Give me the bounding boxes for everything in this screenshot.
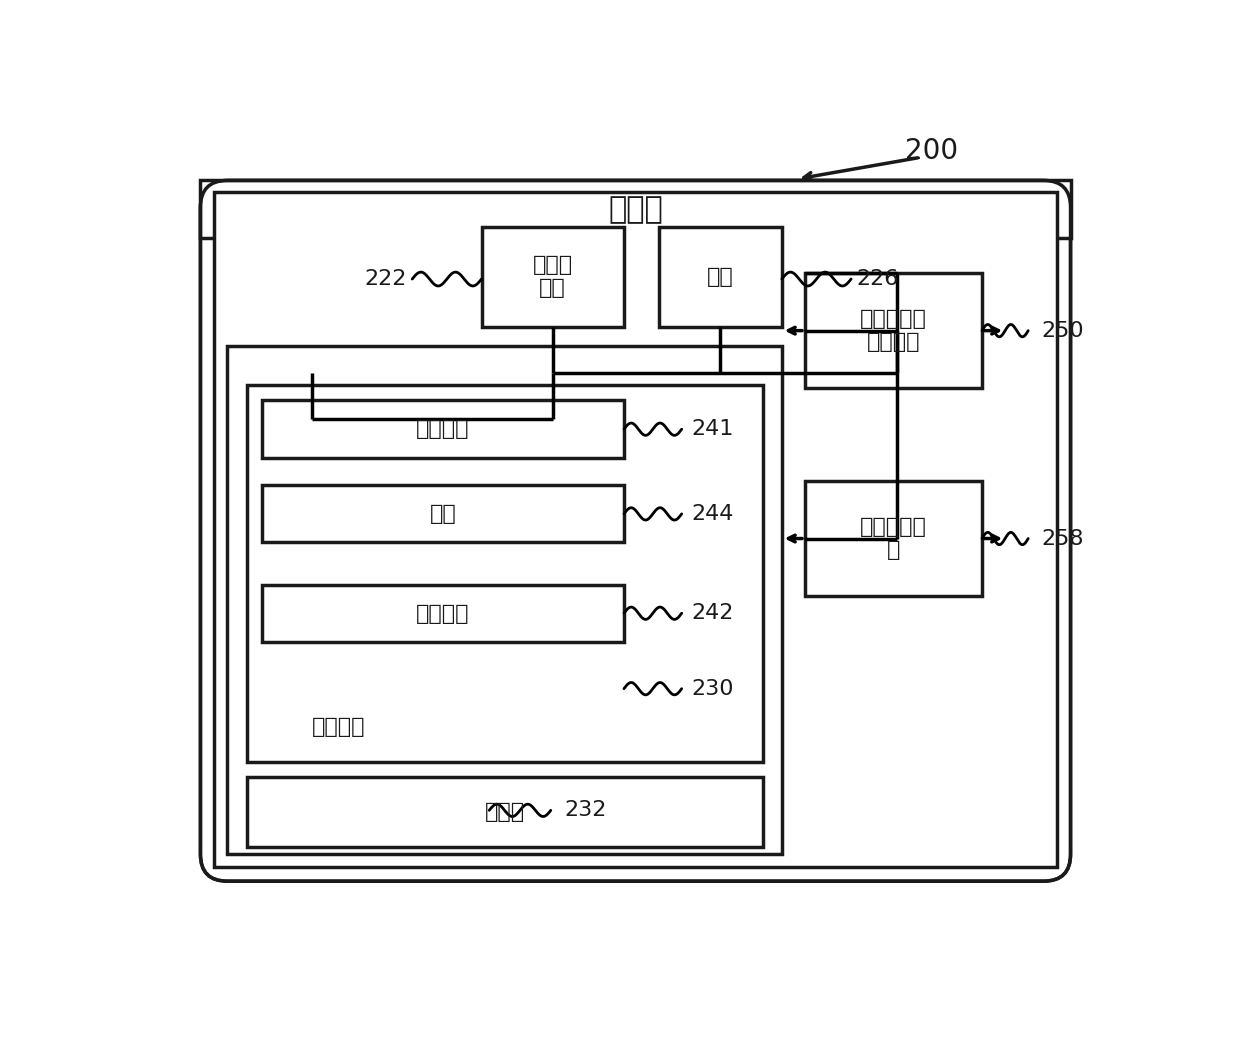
Text: 230: 230: [691, 678, 734, 699]
Text: 242: 242: [692, 603, 734, 623]
Text: 操作系统: 操作系统: [417, 419, 470, 439]
Bar: [247, 384, 763, 762]
Bar: [215, 192, 1056, 867]
Bar: [247, 777, 763, 846]
Text: 258: 258: [1042, 528, 1084, 548]
Bar: [262, 585, 624, 643]
Bar: [481, 227, 624, 327]
Text: 存储介质: 存储介质: [312, 717, 366, 737]
Text: 250: 250: [1042, 321, 1084, 341]
Text: 应用程序: 应用程序: [417, 603, 470, 623]
Text: 222: 222: [365, 269, 407, 289]
Bar: [805, 273, 982, 389]
Bar: [658, 227, 781, 327]
Text: 电源: 电源: [707, 267, 734, 287]
Bar: [805, 480, 982, 596]
Bar: [262, 485, 624, 543]
Bar: [262, 400, 624, 457]
Text: 241: 241: [692, 419, 734, 439]
Text: 232: 232: [564, 800, 606, 820]
Bar: [201, 180, 1070, 239]
Text: 服务器: 服务器: [608, 195, 663, 224]
Bar: [227, 346, 781, 854]
Text: 存储器: 存储器: [485, 802, 525, 822]
Text: 200: 200: [905, 138, 959, 166]
FancyBboxPatch shape: [201, 180, 1070, 882]
Text: 输入输出接
口: 输入输出接 口: [861, 517, 926, 561]
Text: 244: 244: [692, 504, 734, 524]
Text: 226: 226: [857, 269, 899, 289]
Text: 数据: 数据: [429, 503, 456, 523]
Text: 有线或无线
网络接口: 有线或无线 网络接口: [861, 309, 926, 352]
Text: 中央处
理器: 中央处 理器: [533, 255, 573, 298]
